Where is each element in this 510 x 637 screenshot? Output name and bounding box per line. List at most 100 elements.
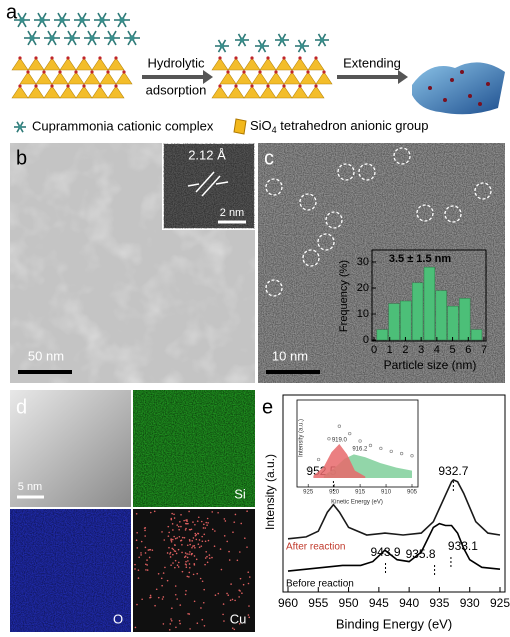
oxygen [242,70,246,74]
oxygen [298,84,302,88]
cu-dot [232,531,234,534]
cu-dot [186,544,189,547]
element-label: O [113,611,123,626]
cu-dot [228,559,231,561]
cu-map [133,509,255,632]
cu-dot [222,603,225,605]
cu-dot [161,598,164,600]
cu-dot [189,566,191,569]
cu-dot [173,544,176,546]
cu-dot [134,626,137,629]
tetrahedron [251,71,269,85]
oxygen [50,56,54,60]
cu-dot [188,563,191,565]
oxygen [34,84,38,88]
oxygen [258,70,262,74]
cu-dot [229,599,232,602]
cu-dot [231,598,234,601]
cu-dot [224,520,227,522]
tetrahedron [107,85,125,99]
tetrahedron [43,57,61,71]
lattice-spacing: 2.12 Å [188,147,226,162]
oxygen [250,56,254,60]
bar [376,329,388,341]
cu-dot [171,523,174,525]
cu-dot [185,560,187,563]
data-dot [348,431,352,436]
cu-center [29,35,35,41]
cu-dot [214,530,216,532]
cu-dot [201,535,203,538]
tetrahedron [19,71,37,85]
cu-dot [134,568,136,570]
cu-dot [171,547,174,550]
bar [411,282,424,341]
cu-center [259,43,265,49]
cu-dot [196,572,199,575]
cu-dot [136,547,139,549]
cu-dot [181,543,183,546]
hrtem-texture [163,143,255,229]
tetrahedron [99,71,117,85]
cu-dot [183,556,186,559]
tetrahedron [259,85,277,99]
cu-dot [162,623,165,625]
panel-label: b [16,147,27,169]
element-label: Si [234,486,246,501]
cu-dot [248,576,251,578]
cu-dot [213,545,216,548]
cu-dot [204,540,207,543]
tetrahedron [283,71,301,85]
cu-dot [208,554,211,556]
panel-label: c [264,147,274,169]
panel-b: 2.12 Å 2 nm b 50 nm [10,142,256,383]
oxygen [282,56,286,60]
cu-dot [135,512,138,515]
cu-dot [168,531,170,534]
cu-dot [181,570,184,573]
oxygen [314,56,318,60]
data-dot [306,467,310,471]
cu-dot [172,529,174,531]
scale-label: 5 nm [18,481,42,493]
scale-label: 10 nm [272,348,308,363]
cu-dot [170,618,172,620]
cu-dot [188,613,191,615]
cu-dot [203,533,206,536]
cu-dot [200,607,202,609]
cu-dot [200,545,203,547]
cu-dot [234,513,237,516]
cu-dot [211,556,213,559]
oxygen [314,84,318,88]
cu-dot [233,521,236,523]
cu-dot [194,523,196,526]
cu-dot [204,527,207,529]
cu-dot [247,614,250,616]
bar [423,266,436,341]
cu-dot [239,551,241,553]
cu-dot [203,588,205,591]
cu-dot [192,545,194,547]
cu-dot [227,594,230,597]
cu-dot [200,520,203,523]
cu-dot [178,561,180,564]
cu-dot [204,563,206,566]
cu-dot [137,577,140,579]
x-tick-label: 7 [481,344,487,356]
cu-dot [173,517,176,519]
cu-dot [197,516,200,519]
tetrahedron [227,85,245,99]
cu-dot [248,616,251,619]
scale-label: 50 nm [28,348,64,363]
cu-dot [135,539,138,541]
tetrahedron [291,85,309,99]
cu-dot [169,556,172,558]
cu-dot [188,528,191,531]
cu-center [89,35,95,41]
cu-dot [201,540,204,543]
cu-dot [169,553,171,555]
x-tick-label: 3 [418,344,424,356]
cu-dot [146,559,148,561]
cu-dot [164,566,166,569]
tetrahedron [243,57,261,71]
